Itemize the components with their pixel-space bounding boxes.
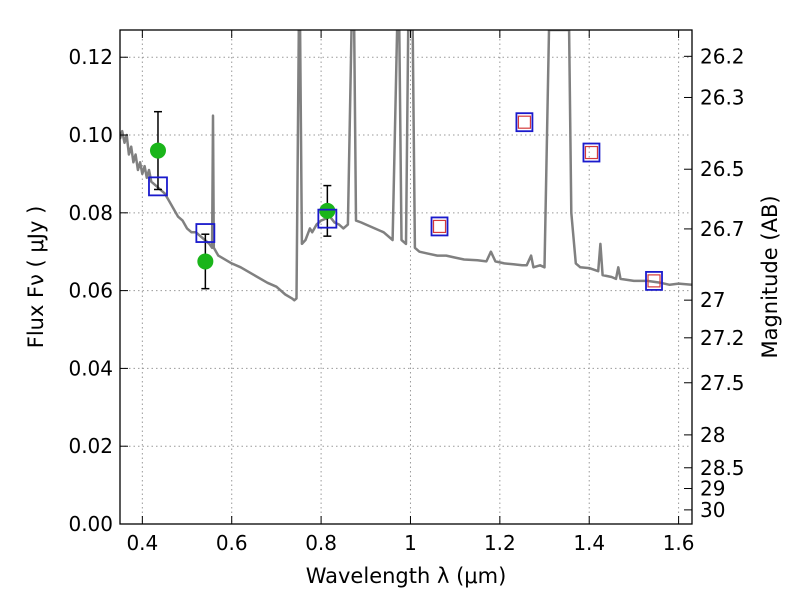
spectrum-line [120, 30, 692, 302]
observed-point [197, 253, 214, 270]
y-tick-label: 0.10 [68, 123, 113, 147]
model-box [430, 216, 449, 237]
y-tick-label: 0.00 [68, 512, 113, 536]
magnitude-tick-label: 27 [700, 288, 725, 312]
model-spectrum [120, 30, 692, 302]
magnitude-tick-label: 29 [700, 477, 725, 501]
magnitude-tick-label: 26.5 [700, 157, 745, 181]
y-tick-label: 0.06 [68, 279, 113, 303]
y-tick-label: 0.04 [68, 356, 113, 380]
magnitude-tick-label: 26.7 [700, 217, 745, 241]
observed-point [319, 202, 336, 219]
model-box [317, 208, 338, 229]
magnitude-tick-label: 27.5 [700, 371, 745, 395]
y-axis-label: Flux Fν ( μJy ) [24, 206, 48, 349]
y-tick-label: 0.08 [68, 201, 113, 225]
magnitude-tick-label: 28.5 [700, 456, 745, 480]
x-tick-label: 0.6 [216, 531, 248, 555]
model-inner-box [584, 145, 599, 160]
x-tick-label: 1.2 [484, 531, 516, 555]
model-box [582, 142, 601, 163]
model-box [645, 270, 663, 291]
x-tick-label: 1.4 [573, 531, 605, 555]
x-tick-labels: 0.4 0.6 0.8 1 1.2 1.4 1.6 [126, 531, 694, 555]
magnitude-tick-label: 26.2 [700, 44, 745, 68]
magnitude-axis-label: Magnitude (AB) [758, 195, 782, 358]
x-tick-label: 1 [404, 531, 417, 555]
y-tick-labels: 0.00 0.02 0.04 0.06 0.08 0.10 0.12 [68, 45, 113, 536]
magnitude-tick-label: 26.3 [700, 85, 745, 109]
photometry-points [148, 110, 663, 291]
observed-point [149, 142, 166, 159]
model-inner-box [432, 219, 447, 234]
y-tick-label: 0.02 [68, 434, 113, 458]
plot-frame [119, 29, 693, 525]
model-box [515, 112, 534, 133]
magnitude-tick-label: 28 [700, 423, 725, 447]
model-inner-box [517, 115, 532, 129]
y-tick-label: 0.12 [68, 45, 113, 69]
axis-ticks [120, 30, 692, 525]
x-axis-label: Wavelength λ (μm) [306, 564, 507, 588]
magnitude-tick-label: 30 [700, 498, 725, 522]
x-tick-label: 0.8 [305, 531, 337, 555]
x-tick-label: 1.6 [663, 531, 695, 555]
model-box [195, 223, 216, 243]
magnitude-tick-label: 27.2 [700, 326, 745, 350]
model-inner-box [647, 274, 661, 288]
x-tick-label: 0.4 [126, 531, 158, 555]
model-box [148, 176, 168, 197]
